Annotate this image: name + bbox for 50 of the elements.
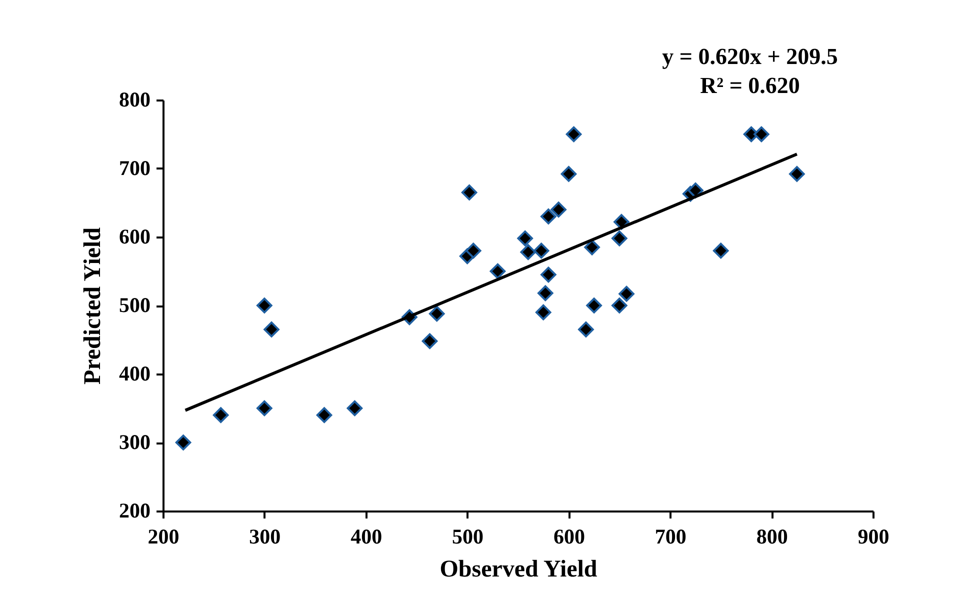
point [618, 286, 634, 302]
point [533, 242, 550, 259]
point [520, 244, 536, 260]
y-tick-label: 200 [119, 498, 150, 522]
x-tick-label: 200 [148, 524, 180, 548]
point [535, 304, 552, 320]
y-tick-label: 600 [119, 224, 150, 248]
point [256, 298, 272, 314]
y-tick-label: 800 [119, 88, 150, 112]
point [566, 126, 582, 142]
point [537, 285, 554, 302]
x-tick-label: 600 [553, 524, 585, 548]
point [612, 298, 628, 314]
point [175, 434, 192, 450]
point [584, 239, 600, 256]
x-tick-label: 300 [249, 524, 281, 548]
text: y = 0.620x + 209.5 [662, 44, 838, 69]
point [465, 242, 482, 259]
x-axis-title: Observed Yield [440, 556, 598, 582]
point [550, 202, 566, 218]
y-tick-label: 700 [119, 156, 150, 180]
point [264, 322, 280, 338]
x-tick-label: 400 [350, 524, 382, 548]
x-tick-label: 800 [756, 524, 788, 548]
text: R² = 0.620 [700, 73, 800, 98]
point [517, 230, 533, 246]
y-axis-title: Predicted Yield [80, 226, 106, 385]
point [316, 407, 332, 423]
point [560, 166, 577, 182]
point [754, 126, 770, 142]
point [490, 263, 506, 280]
point [461, 184, 478, 200]
y-tick-label: 500 [119, 293, 150, 317]
point [428, 306, 445, 322]
y-tick-label: 300 [119, 430, 150, 454]
point [586, 298, 602, 314]
point [578, 322, 594, 338]
point [256, 400, 272, 416]
point [789, 166, 805, 182]
x-tick-label: 900 [858, 524, 890, 548]
point [712, 242, 729, 259]
point [346, 400, 363, 416]
point [422, 333, 438, 350]
point [540, 266, 556, 283]
x-tick-label: 700 [654, 524, 686, 548]
x-tick-label: 500 [452, 524, 484, 548]
point [540, 208, 556, 224]
point [612, 230, 628, 246]
point [212, 407, 229, 423]
y-tick-label: 400 [119, 362, 150, 386]
